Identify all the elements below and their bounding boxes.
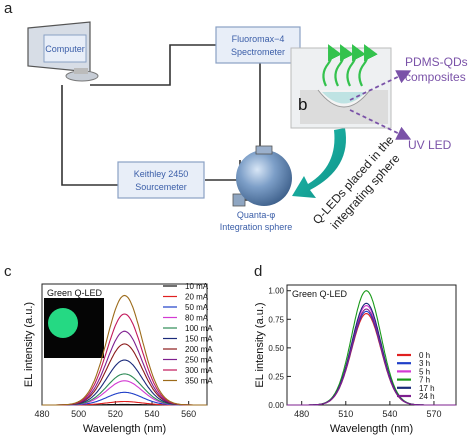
sourcemeter-box bbox=[117, 161, 205, 199]
sourcemeter-label-1: Keithley 2450 bbox=[134, 169, 189, 179]
series-line-100-mA bbox=[42, 373, 207, 406]
x-tick-label: 500 bbox=[71, 409, 86, 419]
curved-arrow-icon bbox=[292, 128, 346, 198]
chart-c: 480 500 520 540 560 Wavelength (nm) EL intensi… bbox=[23, 282, 213, 435]
panel-label-a: a bbox=[4, 0, 13, 17]
uv-led-label: UV LED bbox=[408, 138, 452, 152]
x-tick-label: 560 bbox=[181, 409, 196, 419]
series-line-350-mA bbox=[42, 294, 207, 406]
panel-b-inset bbox=[290, 44, 392, 129]
y-axis-label: EL intensity (a.u.) bbox=[23, 302, 35, 387]
legend-label: 250 mA bbox=[185, 356, 213, 365]
legend-label: 200 mA bbox=[185, 345, 213, 354]
y-tick-label: 0.50 bbox=[268, 344, 284, 353]
series-line-150-mA bbox=[42, 359, 207, 406]
legend-label: 300 mA bbox=[185, 366, 213, 375]
inset-label: Green Q-LED bbox=[47, 288, 103, 298]
x-tick-label: 520 bbox=[108, 409, 123, 419]
composite-label-2: composites bbox=[405, 70, 466, 84]
legend-label: 100 mA bbox=[185, 324, 213, 333]
x-tick-label: 480 bbox=[34, 409, 49, 419]
sphere-label-2: Integration sphere bbox=[220, 222, 293, 232]
legend-label: 3 h bbox=[419, 359, 430, 368]
computer-icon bbox=[27, 21, 99, 82]
spectrometer-label-2: Spectrometer bbox=[231, 47, 285, 57]
x-tick-label: 540 bbox=[382, 409, 397, 419]
panel-label-b: b bbox=[298, 95, 307, 114]
legend-label: 20 mA bbox=[185, 293, 209, 302]
computer-label: Computer bbox=[45, 44, 85, 54]
spectrometer-label-1: Fluoromax−4 bbox=[232, 34, 285, 44]
legend-label: 10 mA bbox=[185, 282, 209, 291]
x-tick-label: 480 bbox=[294, 409, 309, 419]
x-tick-label: 540 bbox=[144, 409, 159, 419]
x-tick-label: 570 bbox=[426, 409, 441, 419]
plot-frame bbox=[286, 284, 457, 406]
legend-label: 5 h bbox=[419, 367, 430, 376]
y-tick-label: 0.75 bbox=[268, 315, 284, 324]
panel-label-c: c bbox=[4, 263, 12, 280]
y-axis-label: EL intensity (a.u.) bbox=[254, 302, 266, 387]
y-tick-label: 0.25 bbox=[268, 372, 284, 381]
legend-label: 80 mA bbox=[185, 314, 209, 323]
purple-pointer-arrows bbox=[349, 70, 412, 140]
green-emission-arrows bbox=[322, 44, 378, 87]
composite-label-1: PDMS-QDs bbox=[405, 55, 468, 69]
integration-sphere-icon bbox=[232, 145, 292, 207]
x-axis-label: Wavelength (nm) bbox=[83, 423, 166, 435]
legend-label: 150 mA bbox=[185, 335, 213, 344]
y-tick-label: 1.00 bbox=[268, 287, 284, 296]
led-glow bbox=[48, 308, 78, 338]
legend-label: 24 h bbox=[419, 392, 435, 401]
legend-label: 350 mA bbox=[185, 377, 213, 386]
series-line-24-h bbox=[287, 308, 456, 406]
legend-label: 17 h bbox=[419, 384, 435, 393]
series-line-50-mA bbox=[42, 391, 207, 406]
legend-label: 7 h bbox=[419, 376, 430, 385]
inset-label: Green Q-LED bbox=[292, 289, 348, 299]
legend-label: 0 h bbox=[419, 351, 430, 360]
y-tick-label: 0.00 bbox=[268, 401, 284, 410]
legend-label: 50 mA bbox=[185, 303, 209, 312]
x-tick-label: 510 bbox=[338, 409, 353, 419]
spectrometer-box bbox=[215, 26, 301, 64]
chart-d: 480 510 540 570 0.00 0.25 0.50 0.75 1.00 Waveleng… bbox=[254, 284, 457, 435]
x-axis-label: Wavelength (nm) bbox=[330, 423, 413, 435]
plot-frame bbox=[41, 283, 208, 406]
sphere-label-1: Quanta-φ bbox=[237, 210, 276, 220]
sourcemeter-label-2: Sourcemeter bbox=[135, 182, 187, 192]
panel-label-d: d bbox=[254, 263, 262, 280]
